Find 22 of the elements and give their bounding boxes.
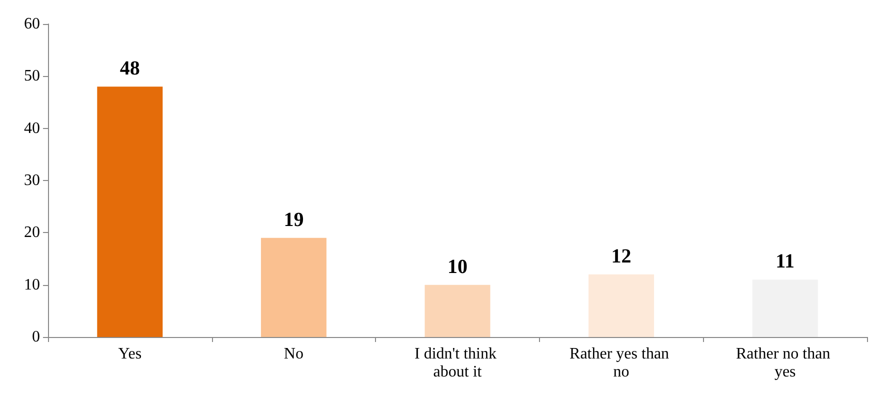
data-label: 12 — [611, 245, 632, 268]
y-tick-label: 50 — [24, 68, 40, 85]
bar — [752, 280, 818, 337]
x-tick-label: I didn't think about it — [414, 346, 500, 380]
bar — [97, 86, 163, 337]
x-tick-label: Rather yes than no — [570, 346, 674, 380]
x-tick-label: No — [284, 346, 304, 362]
bar — [424, 284, 490, 337]
data-label: 48 — [120, 58, 140, 80]
y-tick-label: 30 — [24, 172, 40, 189]
y-tick-label: 40 — [24, 120, 40, 137]
x-tick-label: Yes — [118, 346, 142, 362]
y-tick-label: 10 — [24, 276, 40, 294]
data-label: 19 — [284, 208, 304, 231]
bar — [260, 238, 326, 337]
x-tick-label: Rather no than yes — [736, 346, 834, 380]
bar — [588, 274, 654, 337]
data-label: 11 — [776, 250, 795, 273]
y-tick-label: 0 — [32, 328, 40, 346]
y-tick-label: 60 — [24, 16, 40, 32]
data-label: 10 — [448, 256, 468, 278]
y-tick-label: 20 — [24, 224, 40, 242]
